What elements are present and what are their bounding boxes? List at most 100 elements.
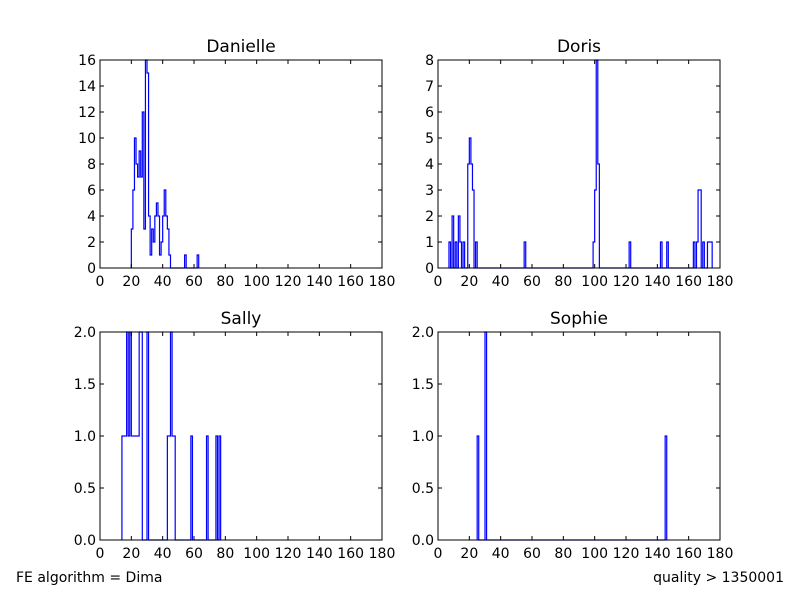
x-tick-label: 180 (707, 274, 734, 290)
histogram-bin (147, 332, 149, 540)
x-tick-label: 80 (554, 274, 572, 290)
x-tick-label: 20 (122, 274, 140, 290)
histogram-bin (171, 332, 173, 540)
histogram-bin (469, 138, 471, 268)
x-tick-label: 140 (306, 274, 333, 290)
x-tick-label: 120 (613, 546, 640, 562)
y-tick-label: 10 (78, 131, 96, 147)
histogram-bin (158, 216, 160, 268)
x-tick-label: 60 (185, 546, 203, 562)
histogram-bin (667, 242, 669, 268)
histogram-bin (595, 190, 597, 268)
y-tick-label: 0 (87, 261, 96, 277)
x-tick-label: 40 (154, 546, 172, 562)
x-tick-label: 0 (96, 274, 105, 290)
histogram-bin (141, 332, 143, 540)
y-tick-label: 1.5 (412, 377, 434, 393)
histogram-bin (133, 190, 135, 268)
histogram-bin (629, 242, 631, 268)
histogram-bin (134, 138, 136, 268)
histogram-bin (472, 190, 474, 268)
histogram-bin (463, 242, 465, 268)
histogram-bin (153, 242, 155, 268)
x-tick-label: 80 (216, 274, 234, 290)
chart-title: Doris (557, 37, 601, 57)
histogram-bin (164, 190, 166, 268)
histogram-bin (197, 255, 199, 268)
x-tick-label: 140 (306, 546, 333, 562)
chart-title: Danielle (206, 37, 275, 57)
histogram-bin (703, 242, 705, 268)
histogram-bin (131, 229, 133, 268)
y-tick-label: 14 (78, 79, 96, 95)
histogram-bin (125, 436, 127, 540)
footnote-algorithm: FE algorithm = Dima (16, 570, 163, 586)
histogram-bin (169, 255, 171, 268)
x-tick-label: 180 (369, 546, 396, 562)
y-tick-label: 2 (425, 209, 434, 225)
histogram-bin (156, 203, 158, 268)
histogram-bin (152, 229, 154, 268)
x-tick-label: 160 (337, 274, 364, 290)
histogram-bin (709, 242, 711, 268)
histogram-bin (134, 436, 136, 540)
x-tick-label: 100 (581, 274, 608, 290)
y-tick-label: 16 (78, 53, 96, 69)
chart-sally: Sally 0 20 40 60 80 100 120 140 160 180 0.0 0.5 1.0 1.… (74, 309, 396, 562)
histogram-bin (216, 436, 218, 540)
y-tick-label: 0.0 (74, 533, 96, 549)
histogram-bin (476, 242, 478, 268)
histogram-series (130, 59, 200, 269)
x-tick-label: 60 (523, 274, 541, 290)
y-tick-label: 1.5 (74, 377, 96, 393)
x-tick-label: 140 (644, 546, 671, 562)
histogram-bin (130, 332, 132, 540)
x-tick-label: 160 (337, 546, 364, 562)
chart-doris: Doris 0 20 40 60 80 100 120 140 160 180 0 1 2 3 4 5 6 7 8 (425, 37, 733, 290)
x-tick-label: 100 (581, 546, 608, 562)
chart-danielle: Danielle 0 20 40 60 80 100 120 140 160 180 0 2 4 6 8 10 1… (78, 37, 395, 290)
x-tick-label: 120 (613, 274, 640, 290)
y-tick-label: 2 (87, 235, 96, 251)
x-tick-label: 120 (275, 274, 302, 290)
histogram-bin (185, 255, 187, 268)
y-tick-label: 5 (425, 131, 434, 147)
histogram-bin (191, 436, 193, 540)
y-tick-label: 4 (425, 157, 434, 173)
histogram-bin (524, 242, 526, 268)
histogram-bin (485, 332, 487, 540)
histogram-bin (155, 216, 157, 268)
histogram-bin (471, 164, 473, 268)
x-tick-label: 60 (523, 546, 541, 562)
histogram-bin (139, 151, 141, 268)
histogram-bin (141, 177, 143, 268)
y-tick-label: 0.0 (412, 533, 434, 549)
footnote-quality: quality > 1350001 (653, 570, 784, 586)
histogram-bin (707, 242, 709, 268)
histogram-bin (660, 242, 662, 268)
histogram-bin (127, 332, 129, 540)
y-tick-label: 8 (425, 53, 434, 69)
y-tick-label: 1.0 (74, 429, 96, 445)
x-tick-label: 40 (492, 546, 510, 562)
histogram-bin (697, 242, 699, 268)
x-tick-label: 160 (675, 274, 702, 290)
histogram-bin (124, 436, 126, 540)
histogram-bin (711, 242, 713, 268)
histogram-bin (455, 242, 457, 268)
histogram-bin (150, 255, 152, 268)
y-tick-label: 3 (425, 183, 434, 199)
histogram-bin (131, 436, 133, 540)
histogram-bin (163, 216, 165, 268)
y-tick-label: 2.0 (74, 325, 96, 341)
histogram-bin (458, 216, 460, 268)
x-tick-label: 180 (369, 274, 396, 290)
y-tick-label: 1 (425, 235, 434, 251)
x-tick-label: 0 (96, 546, 105, 562)
histogram-bin (172, 436, 174, 540)
x-tick-label: 0 (434, 274, 443, 290)
y-tick-label: 2.0 (412, 325, 434, 341)
histogram-bin (698, 190, 700, 268)
histogram-bin (136, 164, 138, 268)
